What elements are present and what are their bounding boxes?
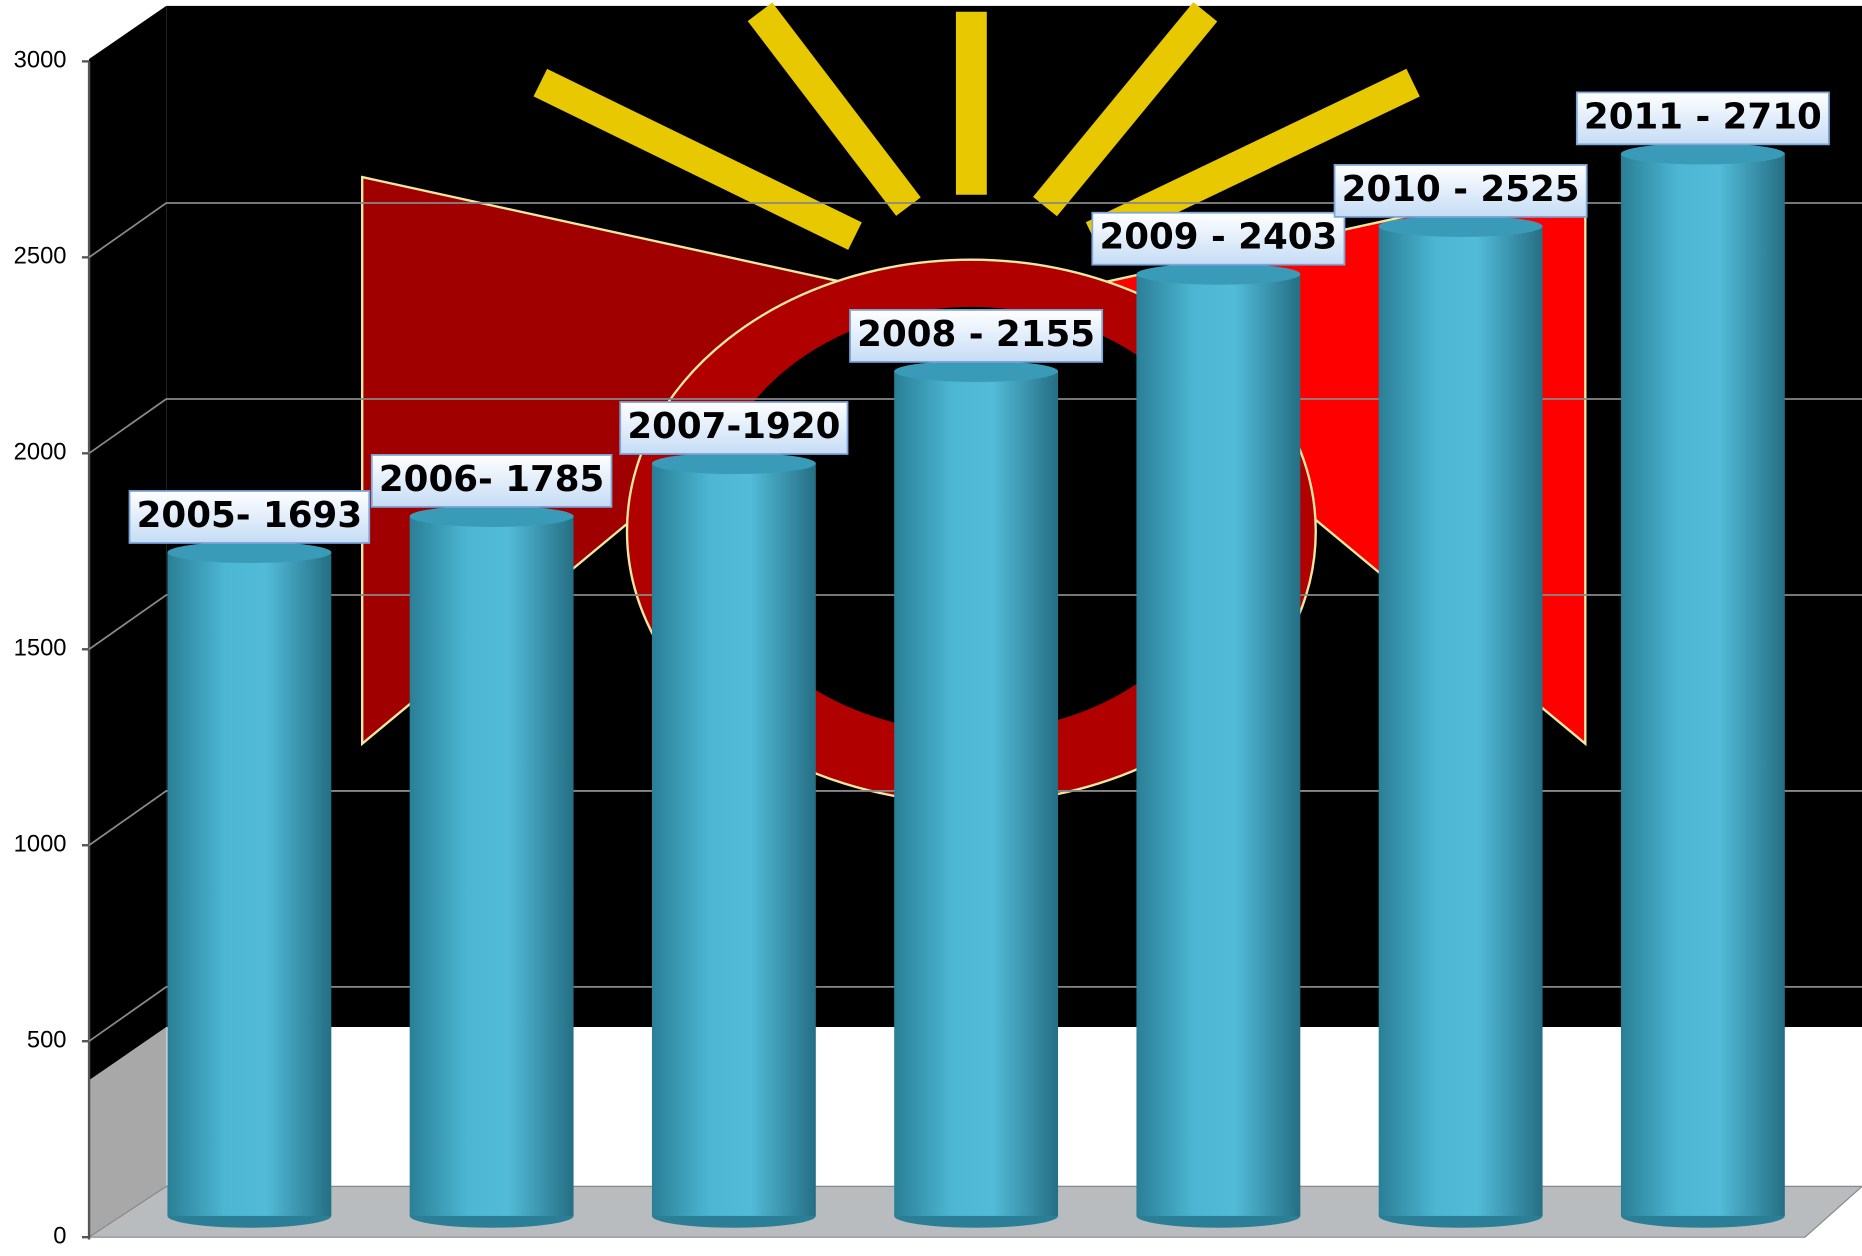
y-tick-label: 500 [27,1027,67,1053]
value-label-box [1091,211,1346,266]
y-tick-label: 2500 [14,244,67,270]
value-label-box [1575,91,1830,146]
grid-line [88,202,1862,259]
bar-top [167,541,332,564]
side-wall-lower [89,1027,167,1238]
bar [1136,274,1301,1216]
bar-top [409,505,574,527]
y-tick-label: 3000 [14,48,67,74]
y-tick-label: 1000 [14,832,67,858]
bar-top [1620,143,1785,165]
bar [1620,153,1785,1216]
value-label: 2007-1920 [627,406,840,447]
value-label: 2008 - 2155 [857,314,1095,355]
value-label-box [619,401,849,455]
value-label-box [128,490,371,544]
value-label-box [1333,164,1588,218]
bar-top [651,452,816,475]
y-tick-label: 0 [53,1223,66,1249]
bar [409,516,574,1216]
bar [1378,226,1543,1216]
bar [894,371,1059,1216]
plot: 0 500 1000 1500 2000 2500 3000 2005- 1693 2006- … [14,2,1862,1249]
y-tick-label: 1500 [14,636,67,662]
value-label: 2005- 1693 [137,495,362,536]
value-label-box [370,454,613,508]
y-tick-label: 2000 [14,440,67,466]
value-label: 2010 - 2525 [1342,169,1580,210]
value-label-box [849,309,1104,363]
value-label: 2006- 1785 [379,459,604,500]
bar [651,463,816,1216]
value-label: 2009 - 2403 [1099,217,1337,258]
bar-top [894,360,1059,382]
bar-top [1136,263,1301,285]
value-label: 2011 - 2710 [1584,96,1822,137]
bar-top [1378,215,1543,237]
bar [167,552,332,1216]
